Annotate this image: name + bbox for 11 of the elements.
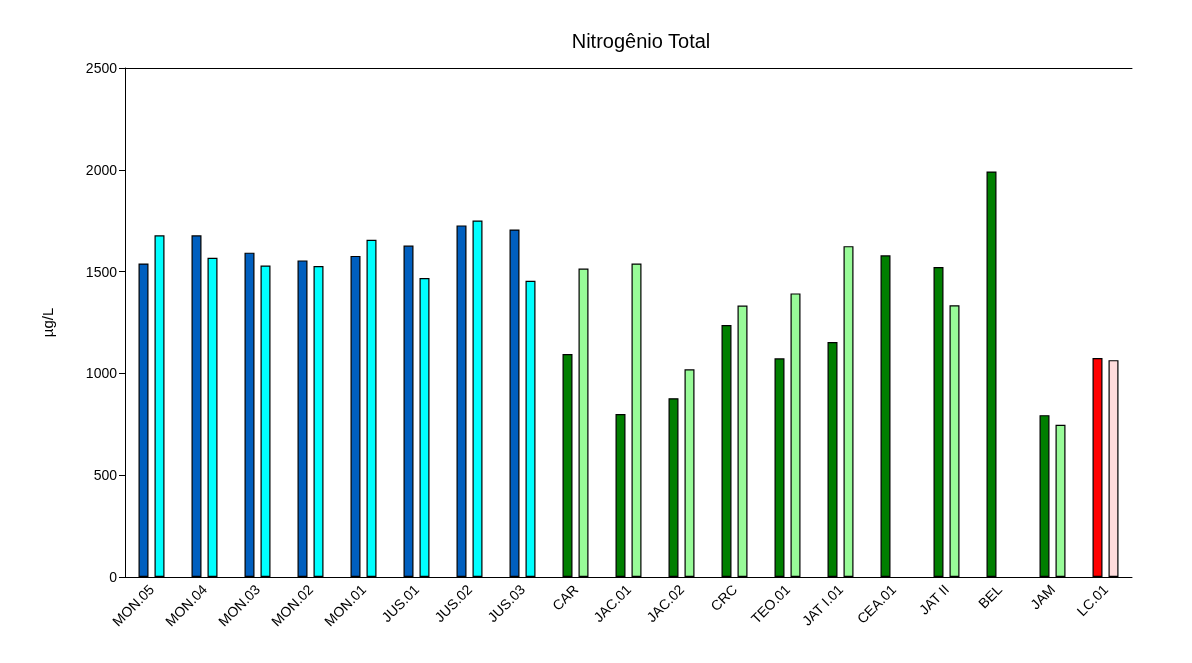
y-tick-label: 500	[93, 467, 118, 484]
x-tick-label: JAT I.01	[798, 581, 847, 629]
y-tick-label: 0	[109, 569, 118, 585]
y-axis-title: µg/L	[39, 307, 56, 338]
x-tick-label: BEL	[975, 581, 1006, 612]
y-tick-label: 2500	[85, 60, 118, 76]
y-tick-label: 1000	[85, 365, 118, 382]
x-tick-label: JAT II	[915, 581, 953, 618]
y-tick-label: 1500	[85, 263, 118, 280]
y-tick-label: 2000	[85, 161, 118, 178]
chart-title: Nitrogênio Total	[571, 30, 711, 52]
